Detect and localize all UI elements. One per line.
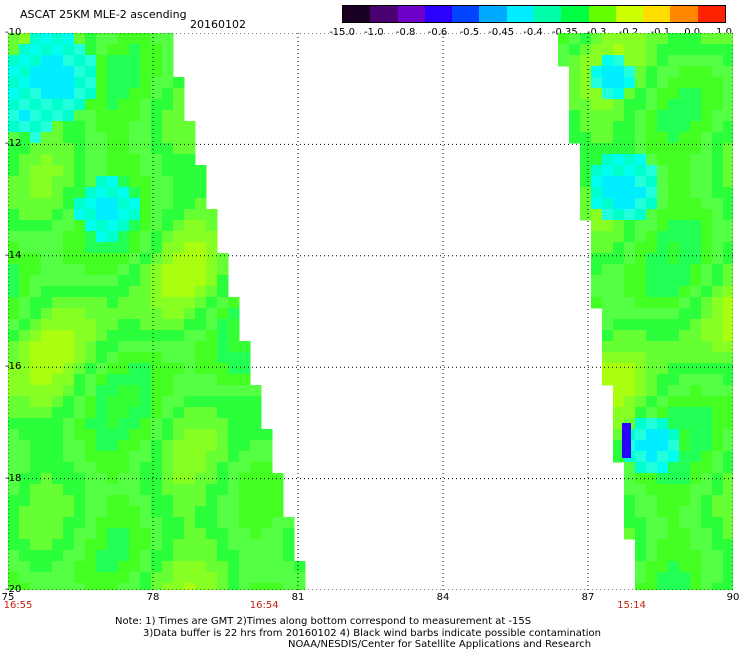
map-title: ASCAT 25KM MLE-2 ascending	[20, 8, 187, 21]
time-label: 16:54	[249, 600, 279, 611]
longitude-label: 81	[291, 592, 305, 603]
colorbar-tick-label: -0.8	[395, 27, 416, 38]
longitude-label: 87	[581, 592, 595, 603]
colorbar-segment	[697, 6, 725, 22]
colorbar-segment	[670, 6, 698, 22]
colorbar-segment	[561, 6, 589, 22]
colorbar-segment	[533, 6, 562, 22]
time-label: 15:14	[617, 600, 646, 611]
note-line-2: 3)Data buffer is 22 hrs from 20160102 4)…	[143, 628, 601, 639]
map-canvas	[8, 33, 733, 590]
colorbar-segment	[397, 6, 425, 22]
map-date: 20160102	[190, 18, 246, 31]
colorbar-tick-label: -0.5	[459, 27, 480, 38]
note-line-3: NOAA/NESDIS/Center for Satellite Applica…	[288, 639, 592, 650]
colorbar-segment	[615, 6, 644, 22]
colorbar-tick-label: -15.0	[329, 27, 355, 38]
low-value-patch	[622, 423, 631, 458]
latitude-label: -14	[5, 249, 22, 261]
longitude-label: 78	[146, 592, 160, 603]
colorbar-segment	[452, 6, 480, 22]
latitude-label: -12	[5, 138, 22, 150]
note-line-1: Note: 1) Times are GMT 2)Times along bot…	[115, 616, 532, 627]
west-swath	[8, 33, 306, 590]
latitude-label: -20	[5, 584, 22, 595]
colorbar-segment	[643, 6, 671, 22]
colorbar-segment	[343, 6, 371, 22]
latitude-label: -18	[5, 472, 22, 484]
longitude-label: 84	[436, 592, 450, 603]
map-plot	[8, 33, 733, 590]
colorbar-tick-label: -1.0	[364, 27, 384, 38]
grid	[8, 33, 733, 590]
time-label: 16:55	[3, 600, 33, 611]
latitude-label: -16	[5, 361, 22, 373]
colorbar-tick-label: -0.45	[488, 27, 515, 38]
colorbar-segment	[506, 6, 534, 22]
colorbar	[342, 5, 726, 23]
colorbar-segment	[370, 6, 398, 22]
colorbar-tick-label: -0.6	[427, 27, 448, 38]
longitude-label: 90	[726, 592, 740, 603]
colorbar-segment	[588, 6, 616, 22]
latitude-label: -10	[5, 27, 22, 38]
colorbar-segment	[424, 6, 453, 22]
colorbar-segment	[479, 6, 507, 22]
longitude-label: 75	[1, 592, 15, 603]
east-swath	[558, 33, 733, 590]
